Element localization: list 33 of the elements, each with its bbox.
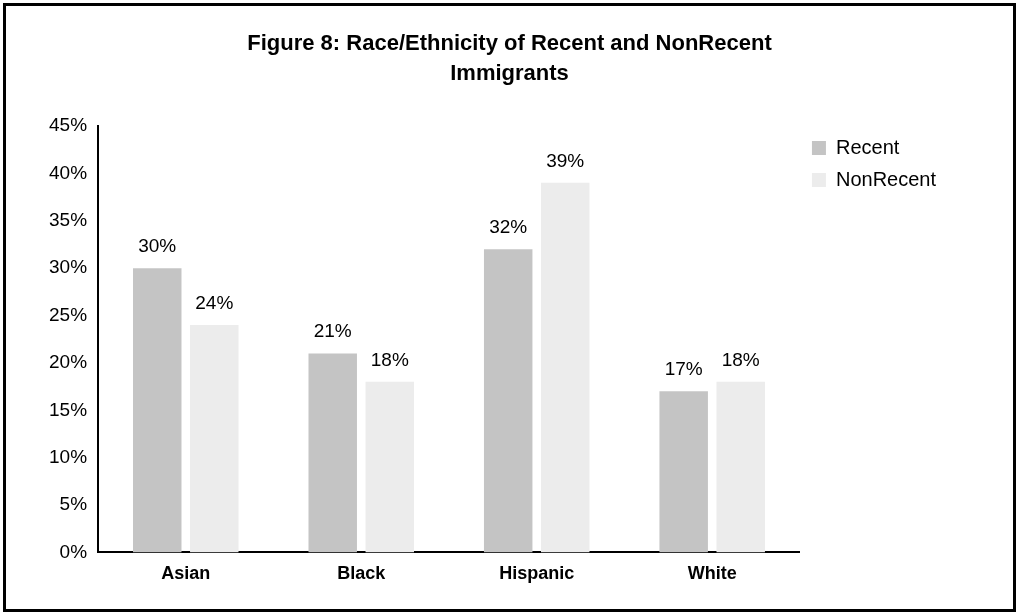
bar bbox=[659, 391, 708, 553]
bar bbox=[541, 182, 590, 553]
y-tick-label: 40% bbox=[49, 161, 88, 183]
data-label: 21% bbox=[313, 320, 352, 342]
y-tick-label: 5% bbox=[59, 493, 88, 515]
bar bbox=[716, 381, 765, 553]
y-tick-label: 15% bbox=[49, 398, 88, 420]
y-tick-label: 20% bbox=[49, 351, 88, 373]
bar bbox=[365, 381, 414, 553]
legend-label: NonRecent bbox=[835, 167, 937, 190]
x-tick-label: White bbox=[687, 563, 737, 584]
data-label: 30% bbox=[138, 234, 177, 256]
x-tick-label: Hispanic bbox=[499, 563, 575, 584]
x-tick-label: Black bbox=[337, 563, 387, 584]
data-label: 18% bbox=[721, 348, 760, 370]
data-label: 18% bbox=[370, 348, 409, 370]
y-tick-label: 35% bbox=[49, 208, 88, 230]
y-tick-label: 30% bbox=[49, 256, 88, 278]
legend-label: Recent bbox=[835, 135, 900, 158]
bar bbox=[483, 249, 533, 553]
data-label: 24% bbox=[195, 291, 234, 313]
y-tick-label: 45% bbox=[49, 114, 88, 136]
x-tick-label: Asian bbox=[161, 563, 211, 584]
data-label: 32% bbox=[489, 215, 528, 237]
bar bbox=[308, 353, 357, 553]
y-tick-label: 0% bbox=[59, 540, 88, 562]
bar bbox=[190, 324, 239, 553]
chart-title: Figure 8: Race/Ethnicity of Recent and NonRecent Immigrants bbox=[246, 29, 773, 87]
bar bbox=[133, 268, 182, 553]
data-label: 17% bbox=[664, 358, 703, 380]
y-tick-label: 10% bbox=[49, 445, 88, 467]
y-tick-label: 25% bbox=[49, 303, 88, 325]
data-label: 39% bbox=[546, 149, 585, 171]
